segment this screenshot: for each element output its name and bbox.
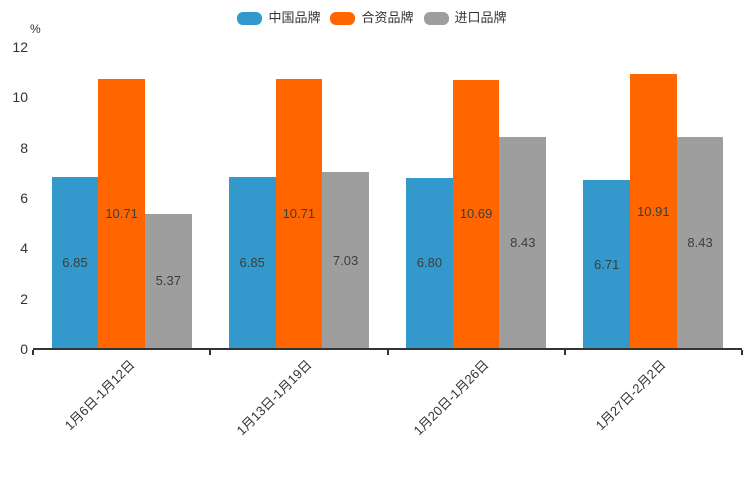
- bar-value-label: 6.85: [239, 254, 265, 270]
- bar-value-label: 10.71: [282, 206, 316, 222]
- y-axis-tick-label: 2: [20, 290, 28, 307]
- x-axis-tick: [563, 350, 566, 355]
- legend-marker-swatch: [237, 11, 263, 25]
- x-axis-category-label: 1月6日-1月12日: [61, 357, 138, 434]
- bar-合资品牌[interactable]: [630, 74, 677, 349]
- bar-进口品牌[interactable]: [144, 213, 192, 349]
- y-axis-tick-label: 4: [20, 240, 28, 257]
- x-axis-tick: [32, 350, 34, 355]
- y-axis-tick-label: 6: [20, 190, 28, 206]
- bar-value-label: 5.37: [155, 273, 181, 289]
- legend-item[interactable]: 进口品牌: [423, 10, 507, 25]
- legend-item-label: 中国品牌: [268, 10, 321, 25]
- x-axis-category-label: 1月13日-1月19日: [233, 357, 315, 439]
- x-axis-tick: [386, 350, 389, 355]
- y-axis-tick-label: 10: [12, 89, 28, 106]
- bar-value-label: 10.71: [105, 206, 138, 222]
- bar-value-label: 8.43: [510, 234, 536, 250]
- y-axis-tick-label: 0: [20, 341, 28, 357]
- y-axis-tick-label: 12: [12, 39, 28, 55]
- bar-合资品牌[interactable]: [98, 79, 145, 349]
- x-axis-tick: [741, 350, 743, 355]
- bar-value-label: 10.69: [459, 206, 493, 222]
- bar-value-label: 8.43: [687, 234, 713, 250]
- x-axis-category-label: 1月27日-2月2日: [592, 357, 669, 434]
- bar-中国品牌[interactable]: [406, 177, 453, 349]
- bar-中国品牌[interactable]: [583, 180, 630, 349]
- x-axis-tick: [209, 350, 212, 355]
- x-axis-category-label: 1月20日-1月26日: [410, 357, 492, 439]
- bar-value-label: 6.80: [416, 255, 443, 271]
- legend-item[interactable]: 合资品牌: [330, 10, 414, 25]
- bar-合资品牌[interactable]: [275, 79, 323, 349]
- x-axis-line: [33, 348, 742, 350]
- y-axis-unit-label: %: [30, 22, 41, 36]
- bar-中国品牌[interactable]: [51, 176, 99, 349]
- bar-合资品牌[interactable]: [452, 79, 500, 349]
- legend-marker-swatch: [330, 11, 356, 25]
- bar-value-label: 7.03: [332, 252, 359, 268]
- bar-中国品牌[interactable]: [228, 176, 276, 349]
- bar-进口品牌[interactable]: [322, 172, 369, 349]
- bar-进口品牌[interactable]: [676, 136, 724, 349]
- legend-marker-swatch: [423, 11, 449, 25]
- legend-item[interactable]: 中国品牌: [237, 11, 320, 25]
- legend-item-label: 合资品牌: [361, 10, 414, 25]
- y-axis-tick-label: 8: [20, 139, 28, 156]
- bar-value-label: 6.85: [62, 254, 88, 270]
- legend: 中国品牌 合资品牌 进口品牌: [0, 8, 744, 28]
- bar-进口品牌[interactable]: [499, 136, 547, 349]
- legend-item-label: 进口品牌: [454, 10, 507, 25]
- bar-value-label: 10.91: [637, 203, 670, 219]
- bar-value-label: 6.71: [594, 256, 620, 272]
